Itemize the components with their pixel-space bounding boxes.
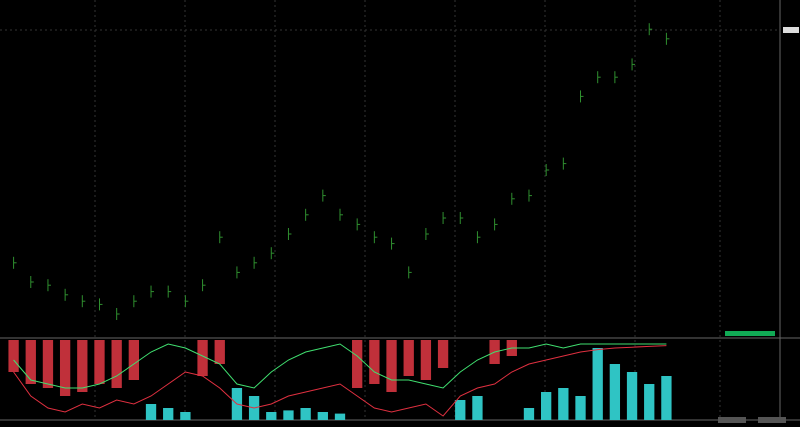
histogram-bar: [592, 348, 603, 420]
histogram-bar: [77, 340, 88, 392]
histogram-bar: [163, 408, 174, 420]
histogram-bar: [386, 340, 397, 392]
histogram-bar: [661, 376, 672, 420]
histogram-bar: [403, 340, 414, 376]
histogram-bar: [455, 400, 466, 420]
histogram-bar: [369, 340, 380, 384]
indicator-line: [13, 343, 667, 389]
price-marker: [783, 27, 799, 33]
button[interactable]: [758, 417, 786, 423]
histogram-bar: [300, 408, 311, 420]
histogram-bar: [214, 340, 225, 364]
grid: [0, 0, 780, 420]
histogram-bar: [541, 392, 552, 420]
histogram-bar: [42, 340, 54, 388]
histogram-bar: [197, 340, 208, 376]
button[interactable]: [718, 417, 746, 423]
histogram-bar: [145, 404, 157, 420]
histogram-bar: [25, 340, 36, 384]
histogram-bar: [644, 384, 655, 420]
status-badge: [725, 331, 775, 336]
indicator-line: [13, 345, 667, 417]
histogram-bar: [94, 340, 105, 384]
histogram-bar: [437, 340, 449, 368]
histogram-bar: [128, 340, 139, 380]
histogram-bar: [558, 388, 569, 420]
histogram-bar: [266, 412, 277, 420]
histogram-bar: [283, 410, 294, 420]
histogram-bar: [111, 340, 122, 388]
histogram-bar: [575, 396, 586, 420]
histogram-bar: [352, 340, 363, 388]
histogram-bar: [8, 340, 19, 372]
histogram-bar: [472, 396, 483, 420]
histogram-bar: [626, 372, 638, 420]
histogram-bar: [317, 412, 328, 420]
histogram-bar: [523, 408, 535, 420]
histogram-bar: [59, 340, 71, 396]
histogram-bar: [420, 340, 432, 380]
histogram-bar: [334, 413, 346, 420]
histogram-bar: [609, 364, 621, 420]
histogram-bar: [180, 412, 191, 420]
